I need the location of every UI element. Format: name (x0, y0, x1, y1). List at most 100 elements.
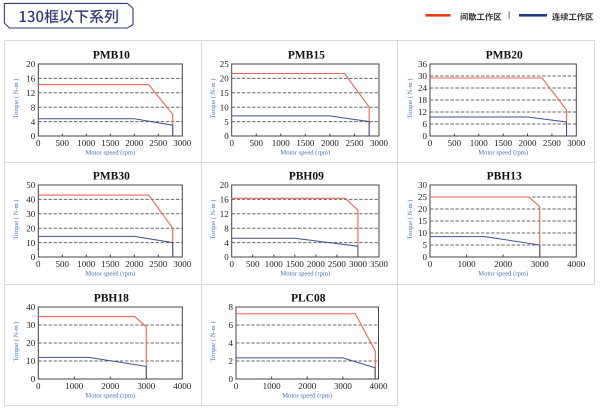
svg-text:3000: 3000 (137, 381, 156, 391)
svg-text:3000: 3000 (173, 138, 192, 148)
svg-text:4000: 4000 (370, 381, 389, 391)
svg-text:1000: 1000 (272, 138, 291, 148)
svg-text:8: 8 (229, 302, 234, 312)
svg-text:2500: 2500 (149, 138, 168, 148)
svg-text:1500: 1500 (494, 138, 513, 148)
svg-text:1500: 1500 (296, 138, 315, 148)
svg-text:50: 50 (26, 180, 36, 190)
svg-text:0: 0 (36, 138, 41, 148)
svg-text:1000: 1000 (265, 259, 284, 269)
svg-text:PMB20: PMB20 (486, 49, 523, 61)
svg-text:25: 25 (418, 192, 428, 202)
svg-text:30: 30 (26, 320, 36, 330)
svg-text:20: 20 (26, 223, 36, 233)
svg-text:500: 500 (246, 259, 260, 269)
svg-text:2500: 2500 (328, 259, 347, 269)
svg-text:0: 0 (428, 138, 433, 148)
svg-text:PBH09: PBH09 (289, 171, 324, 183)
svg-text:30: 30 (418, 180, 428, 190)
svg-text:Torque ( N-m ): Torque ( N-m ) (210, 78, 217, 118)
svg-text:30: 30 (418, 71, 428, 81)
svg-text:0: 0 (229, 374, 234, 384)
svg-text:PMB15: PMB15 (288, 49, 325, 61)
svg-text:4000: 4000 (173, 381, 192, 391)
svg-text:Motor speed (rpm): Motor speed (rpm) (282, 393, 332, 400)
svg-text:6: 6 (423, 119, 428, 129)
svg-text:1500: 1500 (101, 138, 120, 148)
svg-text:15: 15 (220, 88, 230, 98)
svg-text:1000: 1000 (458, 259, 477, 269)
svg-text:PBH13: PBH13 (487, 171, 522, 183)
svg-text:2000: 2000 (494, 259, 513, 269)
svg-text:Torque ( N-m ): Torque ( N-m ) (407, 199, 414, 239)
svg-text:20: 20 (418, 204, 428, 214)
svg-text:10: 10 (26, 356, 36, 366)
svg-text:0: 0 (224, 131, 229, 141)
svg-text:24: 24 (418, 83, 428, 93)
svg-text:0: 0 (224, 252, 229, 262)
svg-text:500: 500 (56, 259, 70, 269)
svg-text:30: 30 (26, 209, 36, 219)
svg-text:2: 2 (229, 356, 234, 366)
svg-text:3000: 3000 (531, 259, 550, 269)
svg-text:PMB30: PMB30 (93, 171, 130, 183)
svg-text:12: 12 (418, 107, 427, 117)
svg-text:1000: 1000 (263, 381, 282, 391)
svg-text:Motor speed (rpm): Motor speed (rpm) (85, 271, 135, 278)
svg-text:Motor speed (rpm): Motor speed (rpm) (478, 149, 528, 156)
svg-text:3000: 3000 (349, 259, 368, 269)
svg-text:1500: 1500 (101, 259, 120, 269)
svg-text:3000: 3000 (370, 138, 389, 148)
svg-text:0: 0 (36, 259, 41, 269)
svg-text:18: 18 (418, 95, 428, 105)
svg-text:3000: 3000 (567, 138, 586, 148)
svg-text:8: 8 (224, 223, 229, 233)
svg-text:4000: 4000 (567, 259, 586, 269)
svg-text:Torque ( N-m ): Torque ( N-m ) (13, 199, 20, 239)
svg-text:2000: 2000 (101, 381, 120, 391)
svg-text:6: 6 (229, 320, 234, 330)
svg-text:Motor speed (rpm): Motor speed (rpm) (478, 271, 528, 278)
svg-text:16: 16 (26, 73, 36, 83)
svg-text:3500: 3500 (370, 259, 389, 269)
svg-text:500: 500 (448, 138, 462, 148)
svg-text:3000: 3000 (173, 259, 192, 269)
svg-text:12: 12 (26, 88, 35, 98)
svg-text:4: 4 (31, 116, 36, 126)
svg-text:1000: 1000 (470, 138, 489, 148)
svg-text:0: 0 (423, 131, 428, 141)
svg-text:1000: 1000 (77, 259, 96, 269)
svg-text:Torque ( N-m ): Torque ( N-m ) (210, 199, 217, 239)
svg-text:2000: 2000 (125, 259, 144, 269)
svg-text:20: 20 (26, 59, 36, 69)
svg-text:Motor speed (rpm): Motor speed (rpm) (280, 149, 330, 156)
svg-text:20: 20 (220, 180, 230, 190)
svg-text:10: 10 (26, 238, 36, 248)
svg-text:5: 5 (224, 116, 229, 126)
svg-text:2500: 2500 (149, 259, 168, 269)
svg-text:5: 5 (423, 240, 428, 250)
svg-text:0: 0 (31, 252, 36, 262)
svg-text:Motor speed (rpm): Motor speed (rpm) (85, 393, 135, 400)
svg-text:Torque ( N-m ): Torque ( N-m ) (407, 78, 414, 118)
svg-text:36: 36 (418, 59, 428, 69)
svg-text:40: 40 (26, 302, 36, 312)
svg-text:Torque ( N-m ): Torque ( N-m ) (13, 78, 20, 118)
svg-text:0: 0 (31, 131, 36, 141)
svg-text:500: 500 (56, 138, 70, 148)
svg-text:1000: 1000 (77, 138, 96, 148)
svg-text:1500: 1500 (286, 259, 305, 269)
svg-text:10: 10 (418, 228, 428, 238)
svg-text:40: 40 (26, 195, 36, 205)
svg-text:Torque ( N-m ): Torque ( N-m ) (210, 321, 217, 361)
svg-text:4: 4 (224, 238, 229, 248)
svg-text:2000: 2000 (125, 138, 144, 148)
svg-text:2000: 2000 (298, 381, 317, 391)
svg-text:16: 16 (220, 195, 230, 205)
svg-text:20: 20 (26, 338, 36, 348)
svg-text:2000: 2000 (307, 259, 326, 269)
svg-text:2000: 2000 (321, 138, 340, 148)
svg-text:25: 25 (220, 59, 230, 69)
svg-text:0: 0 (31, 374, 36, 384)
svg-text:15: 15 (418, 216, 428, 226)
